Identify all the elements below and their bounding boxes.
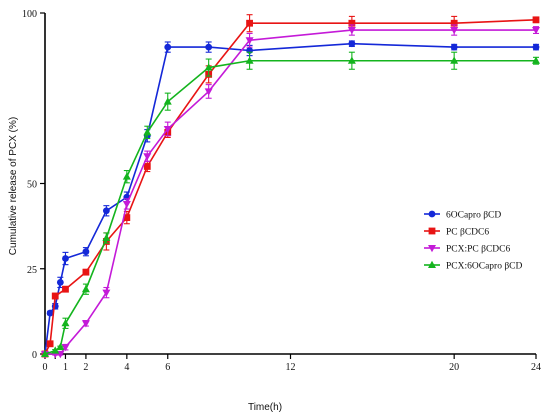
data-point [245,37,254,45]
y-tick-label: 0 [32,350,37,361]
x-tick-label: 12 [286,362,296,373]
data-point [428,210,436,218]
data-point [428,260,436,268]
data-point [81,285,90,293]
legend-label: PCX:PC βCDC6 [446,245,510,255]
data-point [102,289,111,297]
series-group [41,14,540,358]
data-point [82,268,90,276]
data-point [532,56,540,64]
data-point [122,172,131,180]
data-point [81,320,90,328]
data-point [51,302,59,310]
data-point [347,27,356,35]
x-tick-label: 24 [531,362,541,373]
data-point [205,43,213,51]
legend-label: PC βCDC6 [446,228,489,238]
data-point [348,40,356,48]
series-line [44,59,536,355]
series-group [41,51,540,357]
data-point [245,56,254,64]
data-point [164,43,172,51]
data-point [204,88,213,96]
data-point [62,255,69,262]
data-point [450,19,458,27]
data-point [61,319,70,327]
data-point [102,233,111,242]
data-point [41,349,49,357]
data-point [51,292,59,300]
data-point [61,344,70,352]
data-point [56,278,64,286]
data-point [163,125,172,134]
data-point [204,63,213,71]
legend-item: PCX:6OCapro βCD [424,260,522,272]
series-line [44,19,537,355]
data-point [450,56,459,64]
series-line [45,29,536,355]
series-group [41,40,540,358]
data-point [428,245,436,253]
series-layer [41,14,540,359]
data-point [163,97,172,105]
x-tick-label: 6 [165,362,170,373]
data-point [56,342,65,351]
y-tick-label: 100 [22,9,37,20]
data-point [532,27,540,35]
data-point [122,200,131,209]
data-point [123,214,131,221]
legend-item: PC βCDC6 [424,228,489,238]
x-tick-label: 4 [124,362,129,373]
data-point [82,248,90,256]
data-point [143,128,152,136]
x-tick-label: 20 [449,362,459,373]
x-tick-label: 0 [43,362,48,373]
data-point [347,56,356,64]
data-point [450,27,459,35]
data-point [532,43,540,51]
data-point [51,346,60,354]
x-tick-label: 2 [83,362,88,373]
series-group [41,24,540,359]
legend-item: 6OCapro βCD [424,211,501,221]
data-point [46,340,54,348]
data-point [143,153,152,161]
x-axis-title: Time(h) [248,402,282,413]
data-point [348,19,356,27]
data-point [532,16,540,24]
legend-item: PCX:PC βCDC6 [424,245,510,255]
data-point [46,309,54,317]
legend-label: PCX:6OCapro βCD [446,262,522,272]
data-point [428,227,436,235]
data-point [62,285,69,293]
x-tick-label: 1 [63,362,68,373]
legend-label: 6OCapro βCD [446,211,501,221]
y-tick-label: 50 [27,180,37,191]
legend: 6OCapro βCD PC βCDC6 PCX:PC βCDC6 PCX:6OCap… [424,211,522,272]
data-point [246,19,253,27]
data-point [143,163,151,170]
data-point [102,207,110,215]
y-tick-label: 25 [27,265,37,276]
y-axis-title: Cumulative release of PCX (%) [8,117,19,255]
data-point [450,43,458,51]
